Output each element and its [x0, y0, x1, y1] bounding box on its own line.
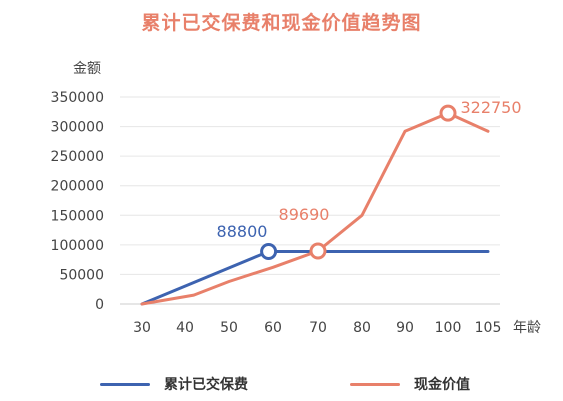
chart-legend: 累计已交保费 现金价值 — [0, 372, 563, 396]
legend-item-premium[interactable]: 累计已交保费 — [100, 374, 248, 394]
x-tick-label: 30 — [133, 320, 151, 336]
legend-swatch-premium — [100, 382, 150, 386]
y-tick-label: 250000 — [51, 149, 104, 165]
data-point-marker-premium — [260, 242, 278, 260]
x-tick-label: 60 — [264, 320, 282, 336]
x-tick-label: 90 — [396, 320, 414, 336]
x-tick-label: 100 — [435, 320, 462, 336]
x-tick-label: 50 — [220, 320, 238, 336]
y-tick-label: 150000 — [51, 208, 104, 224]
x-tick-label: 80 — [353, 320, 371, 336]
legend-label-cash-value: 现金价值 — [414, 377, 470, 393]
y-axis-label: 金额 — [73, 61, 101, 77]
line-chart-plot: 金额 0 50000 100000 150000 200000 250000 300000 35… — [51, 61, 541, 336]
x-tick-label: 40 — [176, 320, 194, 336]
legend-item-cash-value[interactable]: 现金价值 — [350, 374, 470, 394]
x-axis-label: 年龄 — [513, 320, 541, 336]
legend-swatch-cash-value — [350, 382, 400, 386]
x-tick-label: 105 — [475, 320, 502, 336]
data-point-marker-cash-value-peak — [439, 104, 457, 122]
data-label-cash-value: 89690 — [279, 205, 330, 224]
y-tick-label: 200000 — [51, 179, 104, 195]
data-label-cash-value-peak: 322750 — [460, 98, 521, 117]
y-tick-label: 300000 — [51, 120, 104, 136]
legend-label-premium: 累计已交保费 — [164, 377, 248, 393]
data-point-marker-cash-value — [309, 242, 327, 260]
y-tick-label: 100000 — [51, 238, 104, 254]
y-tick-label: 0 — [95, 297, 104, 313]
y-tick-label: 50000 — [59, 267, 104, 283]
chart-title: 累计已交保费和现金价值趋势图 — [141, 12, 422, 34]
y-tick-label: 350000 — [51, 90, 104, 106]
data-label-premium: 88800 — [217, 222, 268, 241]
x-tick-label: 70 — [309, 320, 327, 336]
